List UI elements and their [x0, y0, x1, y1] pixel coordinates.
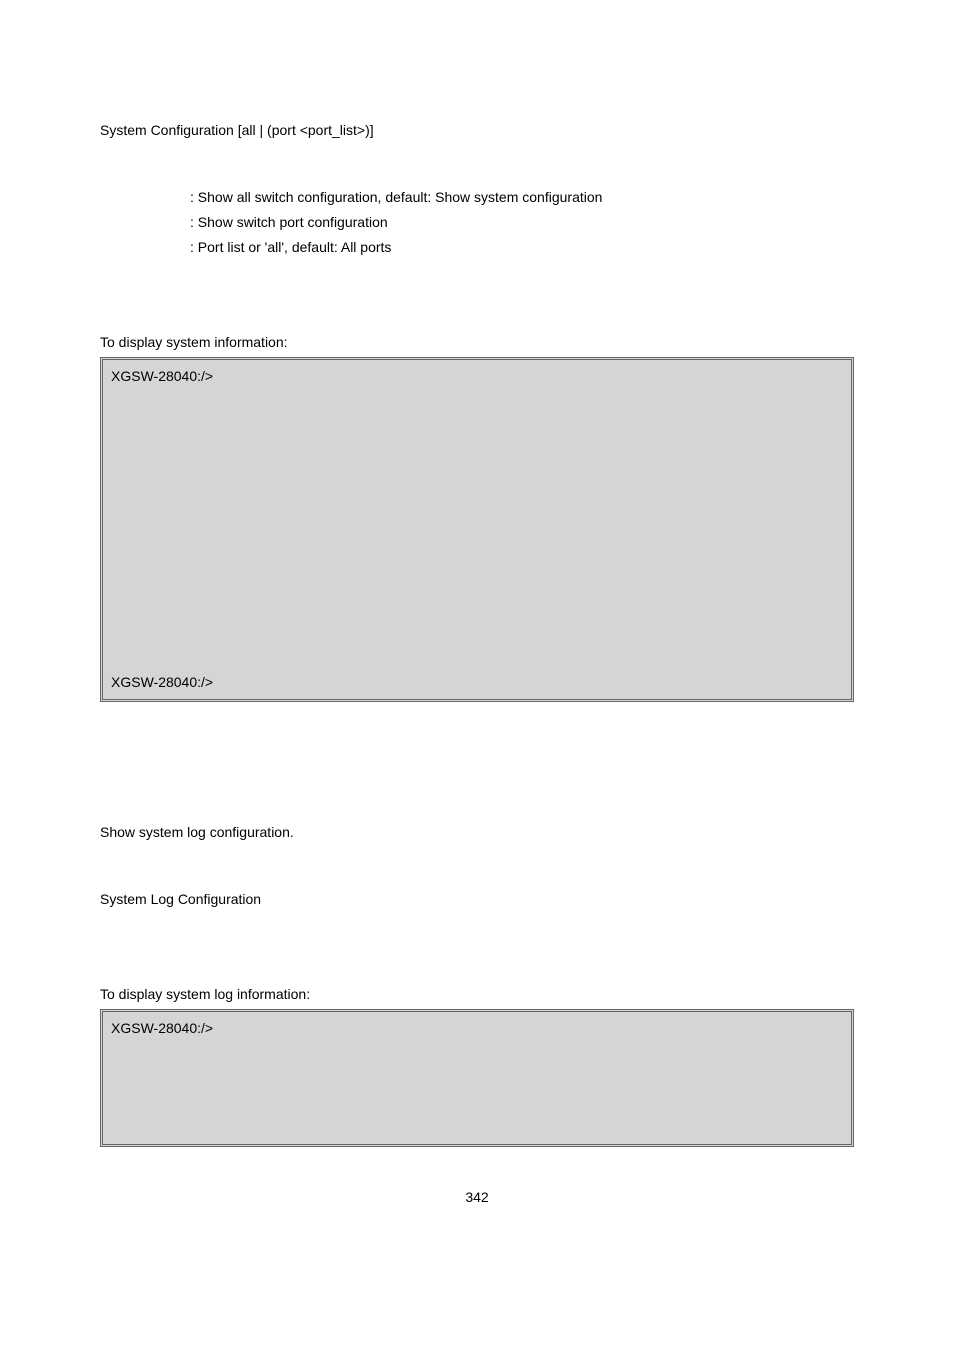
terminal1-prompt-bottom: XGSW-28040:/> — [111, 672, 213, 693]
section2-description: Show system log configuration. — [100, 822, 854, 843]
terminal2-prompt-top: XGSW-28040:/> — [111, 1018, 843, 1039]
page-number: 342 — [100, 1187, 854, 1208]
param-port-list: : Port list or 'all', default: All ports — [190, 237, 854, 258]
example2-intro: To display system log information: — [100, 984, 854, 1005]
parameters-block: : Show all switch configuration, default… — [100, 187, 854, 258]
example1-intro: To display system information: — [100, 332, 854, 353]
param-port: : Show switch port configuration — [190, 212, 854, 233]
terminal-box-1: XGSW-28040:/> XGSW-28040:/> — [100, 357, 854, 702]
param-all: : Show all switch configuration, default… — [190, 187, 854, 208]
terminal1-prompt-top: XGSW-28040:/> — [111, 366, 843, 387]
terminal-box-2: XGSW-28040:/> — [100, 1009, 854, 1147]
section2-syntax: System Log Configuration — [100, 889, 854, 910]
page-content: System Configuration [all | (port <port_… — [0, 0, 954, 1248]
syntax-line: System Configuration [all | (port <port_… — [100, 120, 854, 141]
